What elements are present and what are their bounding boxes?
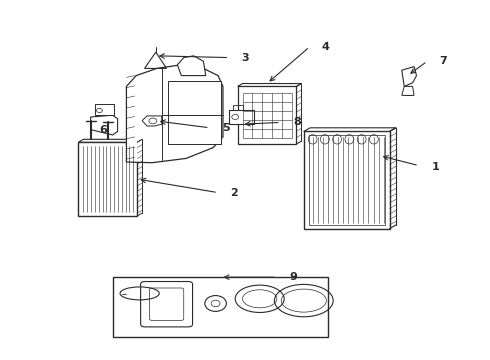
Polygon shape: [126, 65, 223, 163]
Text: 2: 2: [230, 188, 238, 198]
Text: 3: 3: [242, 53, 249, 63]
Polygon shape: [402, 86, 414, 95]
Bar: [78, 142, 137, 216]
Bar: [304, 131, 390, 229]
Text: 5: 5: [222, 123, 230, 133]
Bar: [309, 135, 385, 225]
Polygon shape: [91, 115, 118, 135]
Text: 4: 4: [322, 42, 330, 52]
Bar: [229, 110, 254, 124]
Bar: [113, 277, 328, 337]
Text: 6: 6: [99, 125, 107, 135]
Bar: [168, 81, 220, 144]
Polygon shape: [402, 67, 416, 86]
Text: 9: 9: [289, 272, 297, 282]
Polygon shape: [238, 84, 301, 86]
Text: 8: 8: [293, 117, 301, 127]
Polygon shape: [142, 116, 162, 126]
Bar: [95, 104, 114, 115]
Polygon shape: [177, 56, 206, 76]
Bar: [238, 86, 296, 144]
Bar: [233, 105, 243, 110]
Polygon shape: [78, 139, 142, 142]
Text: 1: 1: [431, 162, 439, 172]
Polygon shape: [304, 128, 396, 131]
Text: 7: 7: [440, 56, 447, 66]
